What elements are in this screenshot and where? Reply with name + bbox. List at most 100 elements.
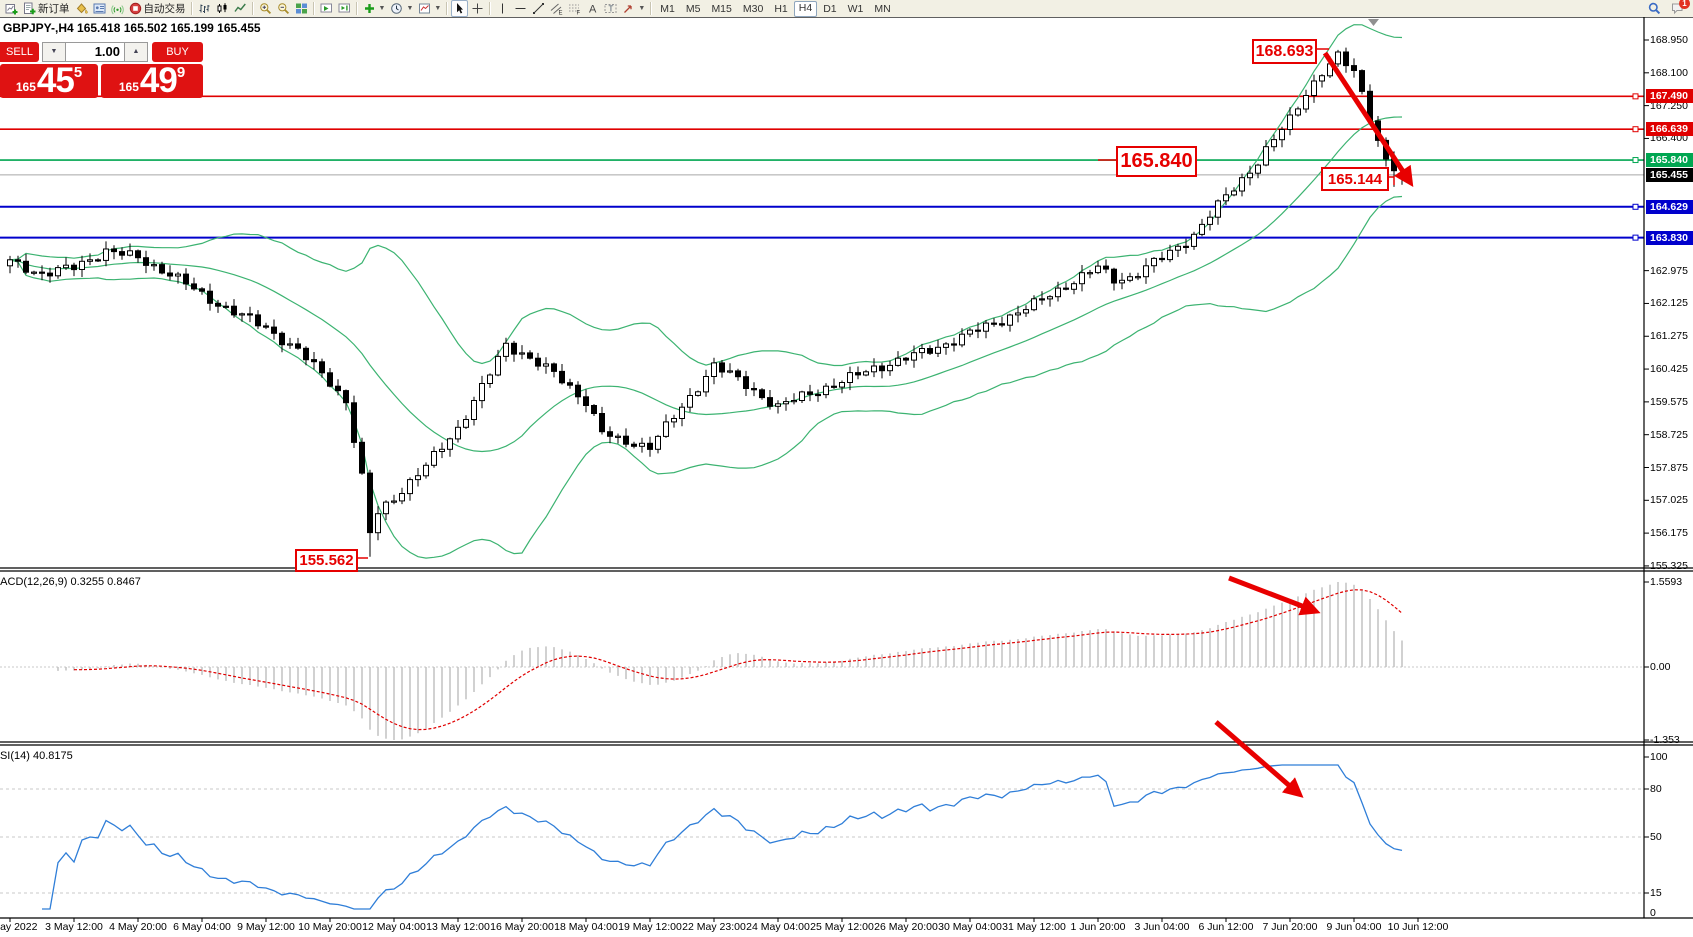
buy-price[interactable]: 165 49 9 — [101, 63, 203, 98]
svg-text:A: A — [589, 4, 597, 16]
price-level-badge: 166.639 — [1646, 122, 1693, 137]
fibonacci-button[interactable]: F — [566, 1, 583, 16]
macd-axis-tick: 1.5593 — [1650, 576, 1683, 588]
horizontal-line-button[interactable] — [512, 1, 529, 16]
rsi-axis-tick: 80 — [1650, 783, 1662, 795]
current-price-badge: 165.455 — [1646, 167, 1693, 182]
rsi-label: RSI(14) 40.8175 — [0, 750, 73, 762]
equidistant-channel-button[interactable]: E — [548, 1, 565, 16]
candle-chart-button[interactable] — [214, 1, 231, 16]
timeframe-M1-button[interactable]: M1 — [660, 2, 675, 15]
templates-button[interactable]: ▼ — [416, 1, 443, 16]
search-button[interactable] — [1646, 1, 1663, 16]
zoom-out-button[interactable] — [275, 1, 292, 16]
timeframe-W1-button[interactable]: W1 — [847, 2, 864, 15]
price-annotation[interactable]: 165.840 — [1116, 146, 1197, 177]
trend-icon — [533, 3, 545, 14]
price-axis-tick: 158.725 — [1650, 428, 1688, 441]
time-axis-tick: 13 May 12:00 — [426, 921, 490, 933]
time-axis-tick: 9 Jun 04:00 — [1326, 921, 1382, 933]
price-annotation[interactable]: 168.693 — [1252, 39, 1317, 64]
buy-button[interactable]: BUY — [152, 42, 203, 62]
chat-button[interactable]: 1 — [1669, 0, 1690, 16]
timeframe-M5-button[interactable]: M5 — [685, 2, 701, 15]
sell-price[interactable]: 165 45 5 — [0, 61, 98, 100]
volume-increase-button[interactable]: ▲ — [124, 42, 148, 62]
svg-text:T: T — [609, 5, 614, 14]
buy-price-sup: 9 — [176, 64, 186, 81]
caret-down-icon: ▼ — [434, 5, 442, 12]
clock-icon — [391, 3, 403, 14]
buy-price-prefix: 165 — [118, 80, 139, 94]
caret-down-icon: ▼ — [406, 5, 414, 12]
price-level-badge: 165.840 — [1646, 153, 1693, 167]
trendline-button[interactable] — [530, 1, 547, 16]
macd-histogram — [57, 582, 1403, 740]
price-axis-tick: 161.275 — [1650, 330, 1688, 343]
auto-scroll-button[interactable] — [318, 1, 335, 16]
text-label-button[interactable]: T — [602, 1, 619, 16]
sell-button[interactable]: SELL — [0, 42, 39, 62]
toolbar-separator — [489, 2, 492, 15]
doc-plus-icon — [24, 2, 36, 15]
timeframe-M30-button[interactable]: M30 — [742, 2, 764, 15]
time-axis-tick: 4 May 20:00 — [109, 921, 167, 933]
crosshair-button[interactable] — [469, 1, 486, 16]
profiles-button[interactable] — [91, 1, 108, 16]
signals-button[interactable] — [109, 1, 126, 16]
timeframe-MN-button[interactable]: MN — [874, 2, 891, 15]
timeframe-M15-button[interactable]: M15 — [711, 2, 732, 15]
new-chart-button[interactable] — [3, 1, 20, 16]
hline-icon — [515, 8, 526, 9]
crosshair-icon — [472, 3, 483, 14]
bar-chart-button[interactable] — [196, 1, 213, 16]
chart-shift-button[interactable] — [336, 1, 353, 16]
profile-icon — [93, 3, 105, 14]
rsi-line — [42, 764, 1403, 910]
toolbar-separator — [251, 2, 254, 15]
vertical-line-button[interactable] — [494, 1, 511, 16]
volume-input[interactable]: 1.00 — [66, 42, 124, 62]
price-level-badge: 167.490 — [1646, 89, 1693, 104]
autotrading-button[interactable]: 自动交易 — [127, 1, 188, 16]
svg-text:E: E — [559, 11, 563, 16]
new-order-button[interactable]: 新订单 — [21, 1, 72, 16]
volume-decrease-button[interactable]: ▼ — [42, 42, 66, 62]
styles-button[interactable] — [73, 1, 90, 16]
time-axis-tick: 18 May 04:00 — [554, 921, 618, 933]
periods-button[interactable]: ▼ — [388, 1, 415, 16]
price-axis-tick: 168.100 — [1650, 66, 1688, 79]
cursor-icon — [457, 3, 464, 14]
zoom-in-button[interactable] — [257, 1, 274, 16]
arrows-button[interactable]: ▼ — [620, 1, 647, 16]
price-axis-tick: 157.875 — [1650, 461, 1688, 474]
signal-icon — [110, 5, 124, 15]
line-chart-button[interactable] — [232, 1, 249, 16]
rsi-axis-tick: 50 — [1650, 831, 1662, 843]
autoscroll-icon — [320, 3, 332, 13]
tile-windows-button[interactable] — [293, 1, 310, 16]
sell-price-sup: 5 — [73, 64, 83, 81]
timeframe-H1-button[interactable]: H1 — [774, 2, 788, 15]
rsi-axis-tick: 0 — [1650, 907, 1656, 919]
svg-text:F: F — [577, 11, 581, 16]
price-axis-tick: 156.175 — [1650, 527, 1688, 540]
sell-price-big: 45 — [36, 61, 75, 100]
cursor-button[interactable] — [451, 0, 469, 17]
toolbar-separator — [650, 2, 653, 15]
candles — [7, 47, 1405, 557]
trend-arrow — [1322, 51, 1414, 188]
chart-title: GBPJPY-,H4 165.418 165.502 165.199 165.4… — [3, 21, 261, 35]
price-annotation[interactable]: 155.562 — [295, 549, 358, 572]
time-axis-tick: 22 May 23:00 — [682, 921, 746, 933]
price-annotation[interactable]: 165.144 — [1321, 167, 1389, 191]
time-axis-tick: 6 May 04:00 — [173, 921, 231, 933]
text-button[interactable]: A — [584, 1, 601, 16]
indicators-button[interactable]: ▼ — [361, 1, 388, 16]
timeframe-D1-button[interactable]: D1 — [823, 2, 837, 15]
toolbar-separator — [355, 2, 358, 15]
price-axis-tick: 157.025 — [1650, 494, 1688, 507]
timeframe-H4-button[interactable]: H4 — [793, 0, 818, 17]
price-level-badge: 164.629 — [1646, 199, 1693, 214]
